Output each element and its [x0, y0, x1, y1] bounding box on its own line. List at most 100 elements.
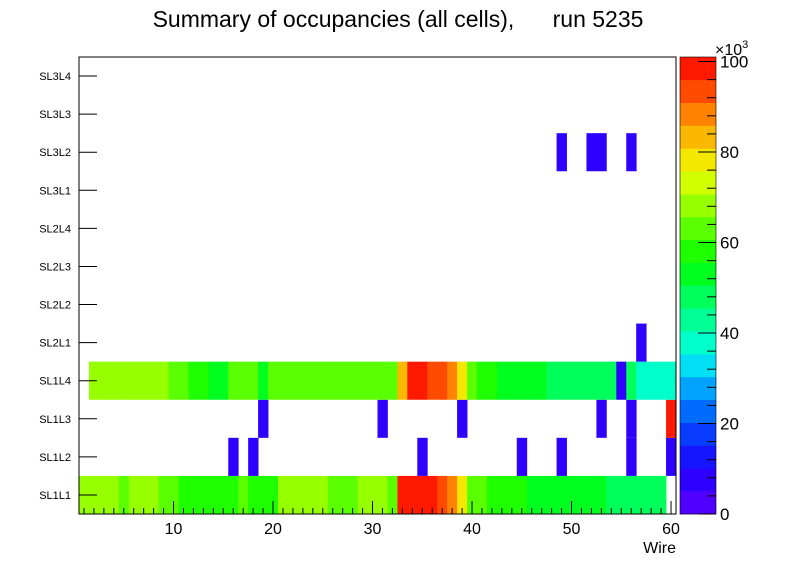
heatmap-cell	[546, 361, 557, 400]
heatmap-cell	[516, 475, 528, 514]
heatmap-cell	[666, 361, 677, 400]
heatmap-cell	[118, 361, 130, 400]
palette-band	[680, 422, 716, 446]
heatmap-cell	[666, 399, 677, 438]
color-palette	[680, 57, 716, 515]
y-tick-label: SL2L4	[39, 223, 71, 235]
heatmap-cell	[596, 133, 607, 172]
heatmap-cell	[447, 475, 458, 514]
heatmap-cell	[108, 475, 120, 514]
plot-frame	[78, 56, 677, 515]
heatmap-cell	[616, 475, 627, 514]
heatmap-cell	[248, 361, 259, 400]
heatmap-cell	[626, 361, 637, 400]
heatmap-cell	[158, 361, 169, 400]
heatmap-cell	[616, 361, 627, 400]
chart-title: Summary of occupancies (all cells), run …	[152, 6, 644, 32]
y-tick-label: SL3L2	[39, 147, 71, 159]
heatmap-cell	[576, 475, 587, 514]
heatmap-cell	[477, 361, 488, 400]
heatmap-cell	[556, 437, 567, 476]
heatmap-cell	[228, 361, 239, 400]
heatmap-cell	[268, 361, 279, 400]
y-tick-label: SL2L1	[39, 338, 71, 350]
y-tick-label: SL1L3	[39, 414, 71, 426]
heatmap-cell	[337, 475, 349, 514]
heatmap-cell	[656, 361, 667, 400]
heatmap-cell	[437, 475, 448, 514]
heatmap-cell	[188, 361, 199, 400]
heatmap-cell	[636, 475, 647, 514]
heatmap-cell	[268, 475, 279, 514]
heatmap-cell	[457, 361, 468, 400]
heatmap-cell	[427, 475, 438, 514]
heatmap-cell	[278, 475, 289, 514]
heatmap-cell	[407, 475, 418, 514]
heatmap-cell	[656, 475, 667, 514]
heatmap-cell	[317, 361, 329, 400]
palette-tick-label: 0	[720, 505, 729, 524]
heatmap-cell	[606, 475, 617, 514]
heatmap-cell	[516, 361, 528, 400]
heatmap-cell	[138, 475, 150, 514]
heatmap-cell	[506, 361, 518, 400]
heatmap-cell	[536, 361, 548, 400]
heatmap-cell	[417, 475, 428, 514]
heatmap-cell	[238, 361, 249, 400]
heatmap-cell	[417, 437, 428, 476]
palette-band	[680, 239, 716, 263]
heatmap-cell	[467, 475, 478, 514]
heatmap-cell	[506, 475, 518, 514]
heatmap-cell	[228, 437, 239, 476]
heatmap-cell	[596, 361, 607, 400]
palette-band	[680, 194, 716, 218]
palette-band	[680, 468, 716, 492]
heatmap-cell	[248, 437, 259, 476]
heatmap-cell	[377, 399, 388, 438]
heatmap-cell	[387, 475, 398, 514]
heatmap-cell	[208, 361, 219, 400]
heatmap-cell	[228, 475, 239, 514]
heatmap-cell	[278, 361, 289, 400]
y-tick-label: SL2L3	[39, 261, 71, 273]
heatmap-cell	[586, 475, 597, 514]
palette-band	[680, 216, 716, 241]
heatmap-cell	[108, 361, 120, 400]
x-tick-label: 60	[662, 521, 680, 538]
heatmap-cell	[596, 475, 607, 514]
y-tick-label: SL3L1	[39, 185, 71, 197]
heatmap-cell	[427, 361, 438, 400]
palette-tick-label: 100	[720, 53, 748, 72]
heatmap-cell	[258, 475, 269, 514]
heatmap-cell	[158, 475, 169, 514]
heatmap-cell	[516, 437, 528, 476]
heatmap-cell	[417, 361, 428, 400]
heatmap-cell	[248, 475, 259, 514]
heatmap-cell	[238, 475, 249, 514]
heatmap-cell	[367, 361, 378, 400]
heatmap-cell	[447, 361, 458, 400]
palette-band	[680, 354, 716, 378]
heatmap-cell	[546, 475, 557, 514]
heatmap-cell	[566, 361, 577, 400]
y-tick-label: SL1L1	[39, 490, 71, 502]
heatmap-cell	[347, 361, 358, 400]
x-tick-label: 30	[364, 521, 382, 538]
heatmap-cell	[536, 475, 548, 514]
y-tick-label: SL3L4	[39, 71, 71, 83]
heatmap-cell	[307, 475, 319, 514]
palette-band	[680, 376, 716, 401]
heatmap-cell	[198, 475, 209, 514]
heatmap-cell	[467, 361, 478, 400]
heatmap-cell	[596, 399, 607, 438]
heatmap-cell	[307, 361, 319, 400]
heatmap-cell	[287, 475, 299, 514]
palette-band	[680, 445, 716, 469]
heatmap-cell	[377, 475, 388, 514]
palette-band	[680, 491, 716, 515]
heatmap-cell	[128, 475, 140, 514]
heatmap-cell	[636, 323, 647, 362]
palette-band	[680, 331, 716, 355]
heatmap-cell	[387, 361, 398, 400]
heatmap-cell	[576, 361, 587, 400]
